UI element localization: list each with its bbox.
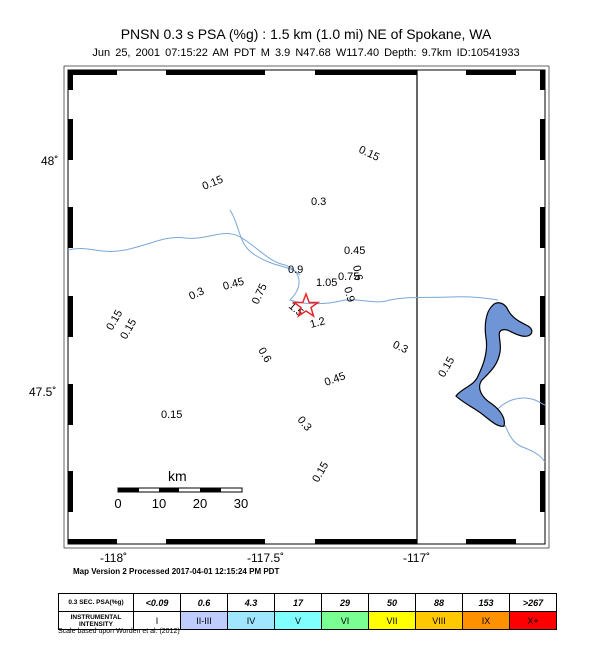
- little-spokane-river: [229, 209, 301, 276]
- scale-label: 0: [114, 496, 121, 511]
- intensity-value: VI: [321, 611, 369, 630]
- frame-ticks: [63, 65, 550, 549]
- contour-label: 1.2: [309, 315, 327, 331]
- frame-tick: [68, 539, 117, 544]
- scale-label: 30: [234, 496, 248, 511]
- contour-label: 0.75: [338, 271, 359, 283]
- frame-tick: [68, 207, 73, 248]
- frame-tick: [466, 70, 516, 75]
- frame-tick: [68, 119, 73, 160]
- frame-outline: [63, 65, 550, 549]
- contour-label: 0.45: [344, 245, 365, 257]
- lon-tick-label: -118˚: [100, 551, 127, 565]
- scale-label: 20: [193, 496, 207, 511]
- contour-label: 0.9: [341, 286, 357, 304]
- psa-value: 29: [321, 593, 369, 612]
- lon-tick-label: -117.5˚: [247, 551, 284, 565]
- intensity-value: I: [133, 611, 181, 630]
- frame-tick: [315, 70, 417, 75]
- lon-tick-label: -117˚: [403, 551, 430, 565]
- river-southeast: [504, 424, 546, 463]
- contour-label: 0.9: [288, 264, 303, 276]
- intensity-value: VII: [368, 611, 416, 630]
- coeur-dalene-lake: [455, 302, 533, 427]
- psa-value: 88: [415, 593, 463, 612]
- frame-tick: [68, 384, 73, 425]
- frame-tick: [166, 70, 265, 75]
- star-icon: [291, 291, 321, 318]
- intensity-value: V: [274, 611, 322, 630]
- scale-bar: [117, 487, 243, 493]
- psa-value: 153: [462, 593, 510, 612]
- frame-tick: [540, 384, 545, 425]
- frame-tick: [540, 70, 545, 90]
- frame-tick: [68, 296, 73, 337]
- intensity-value: IV: [227, 611, 275, 630]
- psa-header: 0.3 SEC. PSA(%g): [58, 593, 134, 612]
- spokane-river: [67, 232, 499, 305]
- contour-label: 1.05: [316, 277, 337, 289]
- frame-tick: [466, 539, 516, 544]
- intensity-header: INSTRUMENTAL INTENSITY: [58, 611, 134, 630]
- map-title: PNSN 0.3 s PSA (%g) : 1.5 km (1.0 mi) NE…: [120, 26, 492, 42]
- frame-tick: [540, 471, 545, 512]
- contour-label: 0.45: [222, 276, 246, 293]
- lat-tick-label: 47.5˚: [29, 385, 56, 399]
- frame-tick: [166, 539, 265, 544]
- event-details: Jun 25, 2001 07:15:22 AM PDT M 3.9 N47.6…: [92, 47, 520, 59]
- psa-value: 0.6: [180, 593, 228, 612]
- psa-value: 4.3: [227, 593, 275, 612]
- frame-tick: [68, 471, 73, 512]
- contour-label: 0.15: [161, 409, 182, 421]
- scale-label: 10: [152, 496, 166, 511]
- river-east: [494, 397, 546, 413]
- intensity-value: IX: [462, 611, 510, 630]
- lat-tick-label: 48˚: [41, 154, 58, 168]
- frame-tick: [315, 539, 417, 544]
- psa-value: 50: [368, 593, 416, 612]
- map-frame: [67, 69, 546, 545]
- scale-note: Scale based upon Worden et al. (2012): [58, 628, 180, 635]
- intensity-value: VIII: [415, 611, 463, 630]
- contour-label: 0.3: [311, 196, 326, 208]
- psa-value: 17: [274, 593, 322, 612]
- psa-value: <0.09: [133, 593, 181, 612]
- frame-tick: [68, 70, 73, 90]
- frame-tick: [540, 119, 545, 160]
- frame-tick: [540, 296, 545, 337]
- intensity-row: INSTRUMENTAL INTENSITY I II-III IV V VI …: [58, 611, 557, 630]
- psa-value: >267: [509, 593, 557, 612]
- contour-label: 0.6: [350, 264, 364, 281]
- frame-tick: [540, 207, 545, 248]
- scale-unit: km: [168, 468, 187, 484]
- intensity-value: X+: [509, 611, 557, 630]
- contour-label: 0.3: [187, 285, 206, 302]
- processed-note: Map Version 2 Processed 2017-04-01 12:15…: [73, 567, 280, 576]
- intensity-value: II-III: [180, 611, 228, 630]
- frame-tick: [68, 70, 117, 75]
- intensity-legend: 0.3 SEC. PSA(%g) <0.09 0.6 4.3 17 29 50 …: [58, 593, 557, 630]
- contour-label: 0.3: [391, 339, 410, 356]
- psa-row: 0.3 SEC. PSA(%g) <0.09 0.6 4.3 17 29 50 …: [58, 593, 557, 612]
